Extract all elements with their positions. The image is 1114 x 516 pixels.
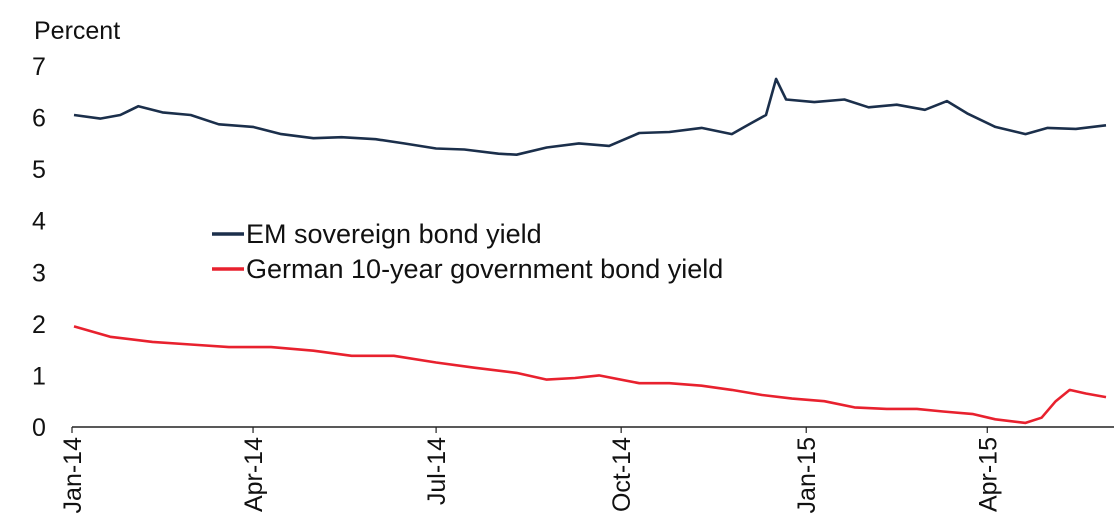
y-tick-label: 7 [32,53,46,81]
x-tick-label: Apr-14 [240,437,268,512]
y-tick-label: 2 [32,311,46,339]
y-tick-label: 3 [32,259,46,287]
x-tick-label: Jan-15 [793,437,821,513]
series-lines [73,77,1107,425]
y-tick-label: 1 [32,362,46,390]
german-10y-series-line [73,325,1107,425]
y-tick-label: 0 [32,414,46,442]
y-tick-label: 6 [32,105,46,133]
legend-label: German 10-year government bond yield [246,254,723,284]
em-sovereign-series-line [73,77,1107,156]
y-tick-label: 5 [32,156,46,184]
y-axis-unit-label: Percent [34,17,120,45]
x-tick-label: Jul-14 [423,437,451,505]
x-axis-ticks: Jan-14 Apr-14 Jul-14 Oct-14 Jan-15 Apr-15 [59,427,1002,513]
x-tick-label: Apr-15 [974,437,1002,512]
legend: EM sovereign bond yield German 10-year go… [212,219,723,284]
y-tick-label: 4 [32,208,46,236]
x-tick-label: Jan-14 [59,437,87,514]
legend-label: EM sovereign bond yield [246,219,542,249]
y-axis-ticks: 0 1 2 3 4 5 6 7 [32,53,46,442]
x-tick-label: Oct-14 [608,437,636,512]
